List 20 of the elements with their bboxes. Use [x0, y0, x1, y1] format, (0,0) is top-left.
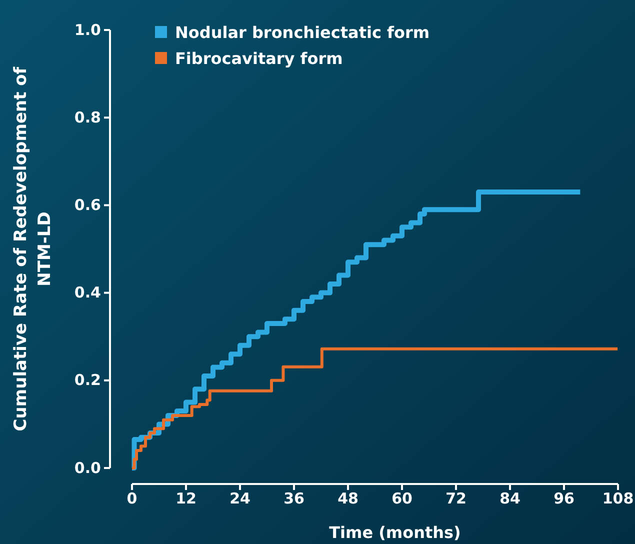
x-tick-label: 36 — [284, 490, 304, 508]
y-tick-label: 0.4 — [74, 284, 101, 302]
y-axis-title: Cumulative Rate of Redevelopment of NTM-LD — [11, 66, 55, 432]
y-tick-label: 0.0 — [74, 458, 101, 477]
y-tick-label: 0.6 — [74, 196, 101, 214]
legend-label: Nodular bronchiectatic form — [175, 23, 430, 42]
x-tick-label: 48 — [338, 490, 358, 508]
x-axis-title: Time (months) — [329, 523, 461, 542]
x-tick-label: 72 — [446, 490, 466, 508]
x-tick-label: 12 — [176, 490, 196, 508]
x-tick-label: 60 — [392, 490, 412, 508]
x-tick-label: 84 — [500, 490, 520, 508]
x-tick-label: 108 — [602, 490, 634, 508]
y-tick-label: 0.2 — [74, 371, 101, 390]
x-tick-label: 96 — [554, 490, 574, 508]
y-tick-label: 0.8 — [74, 108, 101, 126]
x-tick-label: 24 — [230, 490, 250, 508]
y-tick-label: 1.0 — [74, 20, 101, 39]
x-tick-label: 0 — [126, 490, 138, 508]
legend-label: Fibrocavitary form — [175, 49, 343, 68]
